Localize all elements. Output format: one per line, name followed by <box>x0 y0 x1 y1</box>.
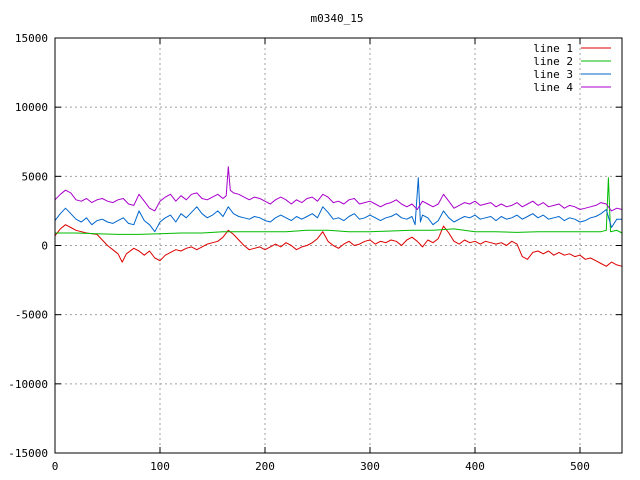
x-tick-label: 300 <box>360 460 380 473</box>
y-tick-label: 5000 <box>22 170 49 183</box>
legend-label-3: line 3 <box>533 68 573 81</box>
y-tick-label: 10000 <box>15 101 48 114</box>
series-line-3 <box>54 177 622 233</box>
legend-label-1: line 1 <box>533 42 573 55</box>
x-tick-label: 0 <box>52 460 59 473</box>
series-line-1 <box>54 224 623 267</box>
y-tick-label: -15000 <box>8 447 48 460</box>
x-tick-label: 500 <box>570 460 590 473</box>
series-group <box>54 166 623 267</box>
x-tick-label: 400 <box>465 460 485 473</box>
y-tick-label: -10000 <box>8 378 48 391</box>
x-tick-label: 200 <box>255 460 275 473</box>
series-line-2 <box>55 177 623 235</box>
x-tick-label: 100 <box>150 460 170 473</box>
legend-label-4: line 4 <box>533 81 573 94</box>
legend-label-2: line 2 <box>533 55 573 68</box>
y-tick-label: -5000 <box>15 309 48 322</box>
y-tick-label: 0 <box>41 240 48 253</box>
series-line-4 <box>54 166 623 212</box>
grid-lines <box>55 38 622 453</box>
axis-ticks: 0 100 200 300 400 500 -15000 -10000 -5000 0 5000 10… <box>8 32 622 473</box>
chart-title: m0340_15 <box>311 12 364 25</box>
y-tick-label: 15000 <box>15 32 48 45</box>
